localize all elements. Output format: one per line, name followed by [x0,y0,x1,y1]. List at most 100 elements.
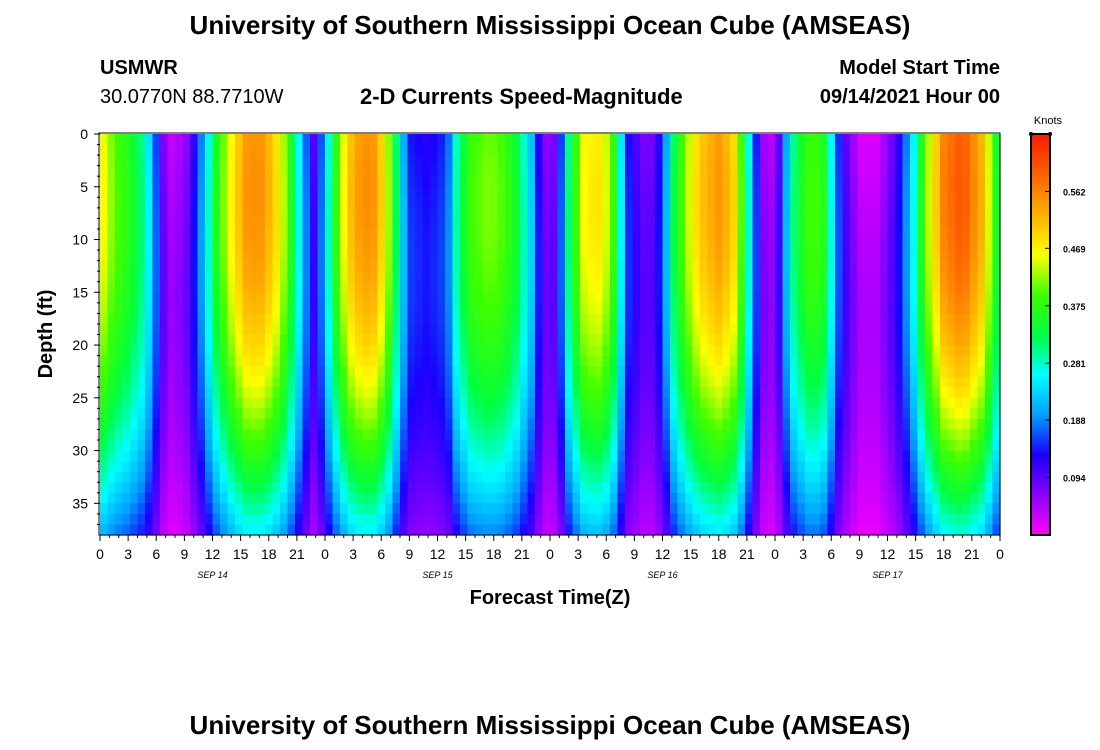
heat-cell [385,271,394,283]
heat-cell [580,228,589,241]
heat-cell [692,228,701,241]
heat-cell [730,207,739,220]
heat-cell [857,334,866,346]
heat-cell [347,492,356,504]
heat-cell [160,408,169,420]
heat-cell [655,482,664,494]
heat-cell [310,418,319,431]
heat-cell [977,281,986,293]
heat-cell [347,197,356,209]
heat-cell [842,176,851,188]
heat-cell [265,271,274,283]
heat-cell [400,281,409,293]
heat-cell [662,197,671,209]
heat-cell [962,334,971,346]
heat-cell [842,165,851,177]
heat-cell [235,197,244,209]
heat-cell [790,281,799,293]
heat-cell [557,387,566,399]
heat-cell [737,492,746,504]
heat-cell [205,366,214,378]
heat-cell [407,281,416,293]
heat-cell [640,281,649,293]
heat-cell [692,144,701,156]
heat-cell [460,186,469,198]
heat-cell [415,239,424,251]
heat-cell [190,513,199,526]
heat-cell [130,429,139,441]
heat-cell [572,482,581,494]
heat-cell [887,292,896,304]
heat-cell [767,482,776,494]
heat-cell [422,228,431,241]
heat-cell [452,302,461,314]
heat-cell [700,197,709,209]
heat-cell [647,355,656,367]
heat-cell [610,228,619,241]
heat-cell [175,239,184,251]
heat-cell [250,440,259,452]
heat-cell [617,260,626,272]
heat-cell [857,429,866,441]
heat-cell [115,134,124,146]
heat-cell [340,387,349,399]
heat-cell [310,186,319,198]
heat-cell [475,260,484,272]
heat-cell [970,134,979,146]
heat-cell [332,461,341,473]
heat-cell [182,134,191,146]
heat-cell [460,345,469,357]
day-label: SEP 15 [422,570,453,580]
heat-cell [167,302,176,314]
heat-cell [647,482,656,494]
heat-cell [197,165,206,177]
heat-cell [317,376,326,388]
heat-cell [490,260,499,272]
heat-cell [872,345,881,357]
heat-cell [677,418,686,431]
heat-cell [647,461,656,473]
heat-cell [700,165,709,177]
heat-cell [955,176,964,188]
heat-cell [850,260,859,272]
heat-cell [392,323,401,336]
heat-cell [595,228,604,241]
heat-cell [347,376,356,388]
heat-cell [317,503,326,515]
heat-cell [715,260,724,272]
heat-cell [662,144,671,156]
heat-cell [280,292,289,304]
heat-cell [955,239,964,251]
heat-cell [317,207,326,220]
heat-cell [490,239,499,251]
heat-cell [902,271,911,283]
heat-cell [355,366,364,378]
heat-cell [182,302,191,314]
heat-cell [527,418,536,431]
heat-cell [242,355,251,367]
heat-cell [880,440,889,452]
heat-cell [407,271,416,283]
heat-cell [475,503,484,515]
heat-cell [985,250,994,262]
heat-cell [235,513,244,526]
heat-cell [587,323,596,336]
heat-cell [730,355,739,367]
heat-cell [452,144,461,156]
heat-cell [295,408,304,420]
heat-cell [917,492,926,504]
heat-cell [910,334,919,346]
heat-cell [295,345,304,357]
heat-cell [752,355,761,367]
heat-cell [505,492,514,504]
heat-cell [460,218,469,230]
heat-cell [407,239,416,251]
heat-cell [767,271,776,283]
heat-cell [542,492,551,504]
heat-cell [497,250,506,262]
heat-cell [722,482,731,494]
heat-cell [992,471,1001,483]
heat-cell [175,429,184,441]
heat-cell [715,471,724,483]
heat-cell [122,302,131,314]
